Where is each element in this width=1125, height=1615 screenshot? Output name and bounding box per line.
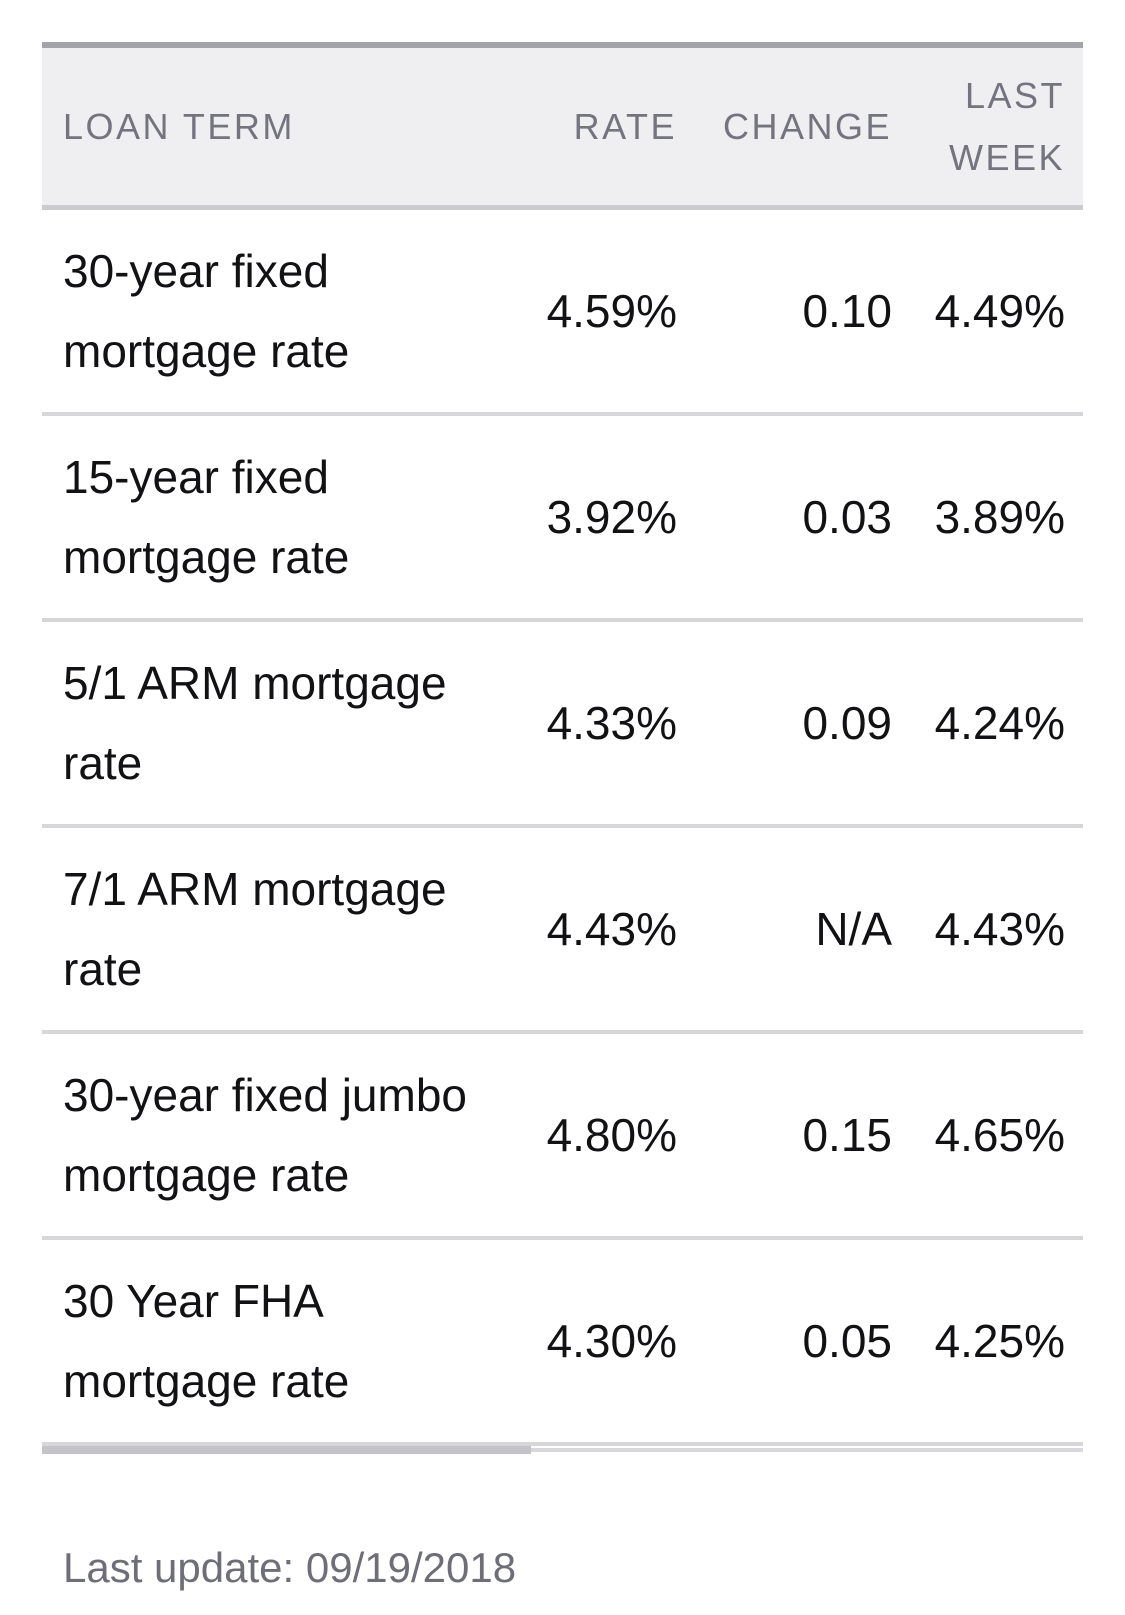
table-row: 7/1 ARM mortgage rate 4.43% N/A 4.43% [42, 828, 1083, 1034]
rate-cell: 4.33% [546, 697, 677, 749]
col-header-change: CHANGE [722, 105, 892, 147]
last-week-cell: 4.24% [934, 697, 1065, 749]
loan-term-cell: 5/1 ARM mortgage rate [63, 657, 447, 789]
change-cell: 0.05 [802, 1315, 892, 1367]
table-row: 30-year fixed jumbo mortgage rate 4.80% … [42, 1034, 1083, 1240]
rate-cell: 4.30% [546, 1315, 677, 1367]
last-update-text: Last update: 09/19/2018 [63, 1544, 517, 1591]
change-cell: N/A [815, 903, 892, 955]
change-cell: 0.09 [802, 697, 892, 749]
col-header-loan-term: LOAN TERM [63, 105, 295, 147]
loan-term-cell: 30-year fixed jumbo mortgage rate [63, 1069, 467, 1201]
last-week-cell: 4.43% [934, 903, 1065, 955]
rate-cell: 3.92% [546, 491, 677, 543]
change-cell: 0.03 [802, 491, 892, 543]
loan-term-cell: 30-year fixed mortgage rate [63, 245, 350, 377]
col-header-last-week: LAST WEEK [948, 74, 1065, 178]
change-cell: 0.10 [802, 285, 892, 337]
table-row: 30 Year FHA mortgage rate 4.30% 0.05 4.2… [42, 1240, 1083, 1446]
last-week-cell: 4.49% [934, 285, 1065, 337]
table-header: LOAN TERM RATE CHANGE LAST WEEK [42, 42, 1083, 210]
rates-table: LOAN TERM RATE CHANGE LAST WEEK 30-year … [42, 42, 1083, 1454]
loan-term-cell: 30 Year FHA mortgage rate [63, 1275, 350, 1407]
bottom-divider [42, 1446, 1083, 1454]
scrollbar-track [42, 1448, 1083, 1452]
table-row: 15-year fixed mortgage rate 3.92% 0.03 3… [42, 416, 1083, 622]
last-week-cell: 3.89% [934, 491, 1065, 543]
last-week-cell: 4.65% [934, 1109, 1065, 1161]
change-cell: 0.15 [802, 1109, 892, 1161]
last-week-cell: 4.25% [934, 1315, 1065, 1367]
col-header-rate: RATE [573, 105, 677, 147]
rate-cell: 4.59% [546, 285, 677, 337]
rate-cell: 4.43% [546, 903, 677, 955]
table-row: 30-year fixed mortgage rate 4.59% 0.10 4… [42, 210, 1083, 416]
loan-term-cell: 7/1 ARM mortgage rate [63, 863, 447, 995]
table-row: 5/1 ARM mortgage rate 4.33% 0.09 4.24% [42, 622, 1083, 828]
horizontal-scrollbar-thumb[interactable] [42, 1446, 532, 1454]
loan-term-cell: 15-year fixed mortgage rate [63, 451, 350, 583]
rate-cell: 4.80% [546, 1109, 677, 1161]
